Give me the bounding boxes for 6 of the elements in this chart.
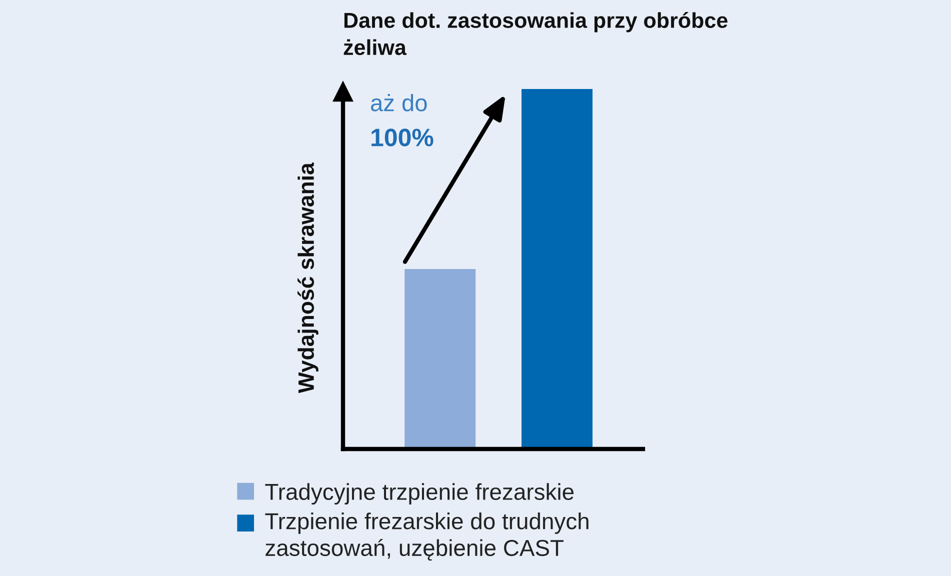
annotation: aż do xyxy=(371,94,427,112)
legend-label: Tradycyjne trzpienie frezarskie xyxy=(265,483,574,505)
legend-label: Trzpienie frezarskie do trudnych zastosowań, uzębienie CAST xyxy=(265,512,588,561)
y-axis-title: Wydajność skrawania xyxy=(297,162,318,394)
annotation: 100% xyxy=(372,128,434,146)
chart-title: Dane dot. zastosowania przy obróbce żeliwa xyxy=(344,12,728,56)
